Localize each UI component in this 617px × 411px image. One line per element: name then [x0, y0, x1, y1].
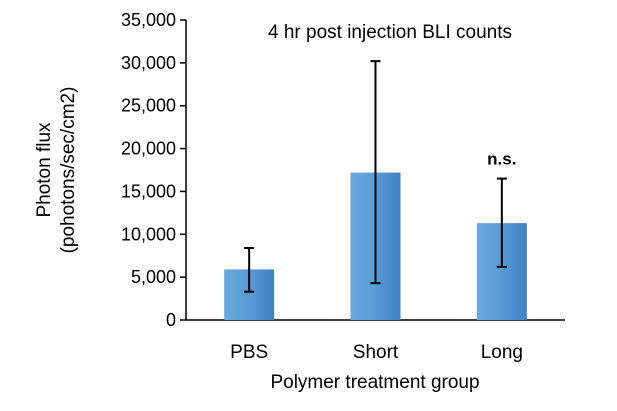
x-axis-title: Polymer treatment group [270, 372, 479, 393]
y-tick-label: 5,000 [131, 267, 176, 287]
chart-title: 4 hr post injection BLI counts [268, 22, 512, 43]
x-category-label: Short [353, 342, 399, 363]
y-tick-label: 10,000 [121, 224, 176, 244]
plot-area: 0 5,000 10,000 15,000 20,000 25,000 30,000 35,0… [121, 10, 565, 363]
y-tick-label: 15,000 [121, 181, 176, 201]
x-category-label: PBS [230, 342, 268, 363]
y-tick-label: 0 [166, 310, 176, 330]
y-tick-label: 25,000 [121, 96, 176, 116]
y-axis-title: Photon flux (pohotons/sec/cm2) [34, 87, 79, 254]
y-axis-title-line2: (pohotons/sec/cm2) [58, 87, 79, 254]
y-axis-title-line1: Photon flux [34, 122, 55, 218]
y-tick-label: 35,000 [121, 10, 176, 30]
x-category-label: Long [481, 342, 523, 363]
y-tick-label: 20,000 [121, 139, 176, 159]
significance-label: n.s. [487, 150, 516, 169]
y-tick-label: 30,000 [121, 53, 176, 73]
